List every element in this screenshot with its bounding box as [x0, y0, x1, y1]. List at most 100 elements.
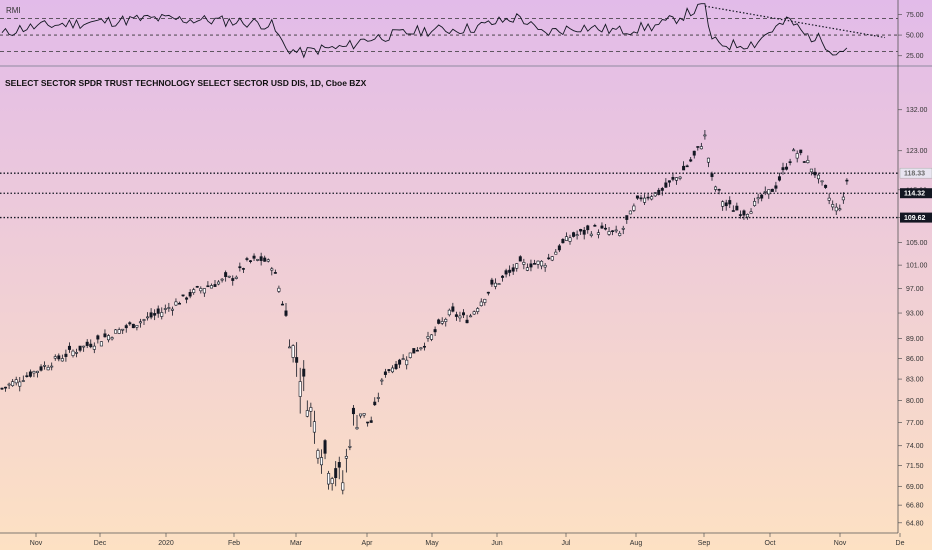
candle-body	[501, 275, 505, 278]
candle-body	[799, 149, 803, 154]
candle-body	[824, 184, 828, 188]
candle-body	[280, 303, 284, 306]
candle-body	[135, 325, 139, 328]
candle-body	[103, 333, 107, 338]
rmi-pane: RMI	[0, 3, 898, 59]
candle-body	[252, 255, 256, 259]
candle-body	[323, 440, 327, 454]
candle-body	[241, 268, 245, 270]
candle-body	[199, 288, 203, 292]
candle-body	[217, 281, 221, 285]
price-pane: SELECT SECTOR SPDR TRUST TECHNOLOGY SELE…	[0, 78, 898, 495]
candle-body	[373, 401, 377, 406]
candle-body	[195, 286, 199, 288]
candle-body	[334, 468, 338, 479]
candle-body	[92, 345, 96, 350]
candle-body	[603, 227, 607, 230]
candle-body	[742, 210, 746, 216]
candle-body	[806, 160, 810, 164]
candle-body	[75, 352, 79, 354]
candle-body	[270, 268, 274, 271]
candle-body	[295, 357, 299, 363]
candle-body	[96, 335, 100, 340]
candle-body	[60, 358, 64, 362]
candle-body	[486, 291, 490, 294]
candle-body	[714, 186, 718, 190]
candle-body	[724, 202, 728, 207]
candle-body	[554, 251, 558, 255]
price-tick-label: 93.00	[906, 311, 924, 318]
candle-body	[721, 201, 725, 207]
candle-body	[64, 353, 68, 357]
candle-body	[142, 319, 146, 321]
time-tick-label: Sep	[698, 540, 711, 547]
candle-body	[170, 308, 174, 311]
price-tick-label: 74.00	[906, 443, 924, 450]
candle-body	[586, 225, 590, 231]
candle-body	[458, 315, 462, 319]
price-level-badge-label: 109.62	[904, 215, 926, 222]
candle-body	[273, 272, 277, 274]
candle-body	[710, 173, 714, 177]
candle-body	[330, 478, 334, 484]
candle-body	[454, 314, 458, 317]
candle-body	[802, 161, 806, 163]
price-tick-label: 66.80	[906, 503, 924, 510]
candle-body	[25, 375, 29, 378]
candle-body	[53, 356, 57, 359]
candle-body	[838, 208, 842, 211]
time-tick-label: Feb	[228, 540, 240, 547]
price-tick-label: 89.00	[906, 336, 924, 343]
candle-body	[614, 229, 618, 232]
candle-body	[692, 150, 696, 156]
candle-body	[57, 355, 61, 360]
candle-body	[224, 272, 228, 277]
price-level-badge-label: 118.33	[904, 171, 925, 178]
candle-body	[529, 263, 533, 268]
candle-body	[78, 345, 82, 351]
price-tick-label: 64.80	[906, 520, 924, 527]
candle-body	[756, 197, 760, 200]
candle-body	[206, 285, 210, 288]
candle-body	[85, 341, 89, 346]
candle-body	[440, 321, 444, 324]
candle-body	[234, 276, 238, 279]
candle-body	[515, 263, 519, 269]
candle-body	[231, 278, 235, 281]
price-level-badge	[900, 212, 932, 223]
candle-body	[174, 301, 178, 306]
candle-body	[447, 309, 451, 316]
candle-body	[777, 176, 781, 181]
candle-body	[288, 346, 292, 349]
candle-body	[312, 421, 316, 433]
candle-body	[664, 182, 668, 188]
price-tick-label: 101.00	[906, 263, 928, 270]
candle-body	[444, 319, 448, 322]
candle-body	[291, 345, 295, 358]
candle-body	[426, 336, 430, 339]
candle-body	[564, 236, 568, 241]
candle-body	[834, 206, 838, 212]
candle-body	[160, 312, 164, 317]
candle-body	[493, 282, 497, 287]
candle-body	[760, 194, 764, 199]
candle-body	[359, 413, 363, 417]
candle-body	[728, 200, 732, 205]
candle-body	[781, 167, 785, 171]
candle-body	[767, 189, 771, 195]
candle-body	[430, 334, 434, 340]
candle-body	[117, 329, 121, 334]
candle-body	[479, 301, 483, 306]
candle-body	[497, 283, 501, 285]
candle-body	[678, 176, 682, 179]
candle-body	[650, 196, 654, 200]
candle-body	[14, 379, 18, 384]
candle-body	[32, 371, 36, 374]
candle-body	[472, 311, 476, 315]
candle-body	[341, 482, 345, 491]
candle-body	[792, 149, 796, 152]
candle-body	[178, 302, 182, 305]
time-tick-label: Apr	[362, 540, 374, 547]
candle-body	[149, 312, 153, 318]
